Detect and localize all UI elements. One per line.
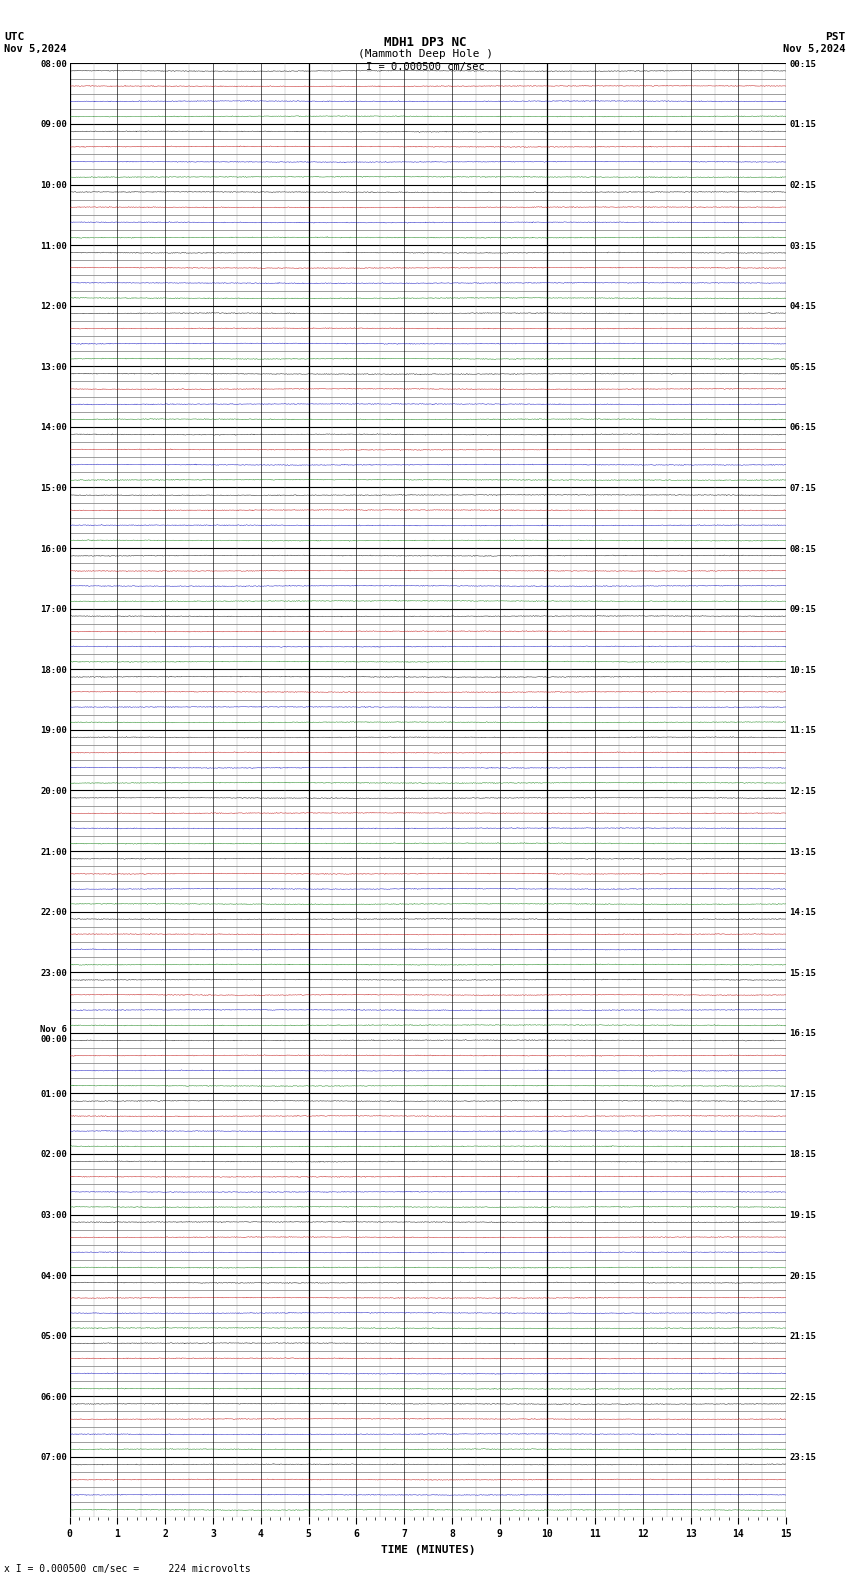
Text: (Mammoth Deep Hole ): (Mammoth Deep Hole ): [358, 49, 492, 59]
Text: UTC: UTC: [4, 32, 25, 41]
Text: Nov 5,2024: Nov 5,2024: [4, 44, 67, 54]
Text: I = 0.000500 cm/sec: I = 0.000500 cm/sec: [366, 62, 484, 71]
Text: MDH1 DP3 NC: MDH1 DP3 NC: [383, 36, 467, 49]
Text: Nov 5,2024: Nov 5,2024: [783, 44, 846, 54]
Text: PST: PST: [825, 32, 846, 41]
Text: x I = 0.000500 cm/sec =     224 microvolts: x I = 0.000500 cm/sec = 224 microvolts: [4, 1565, 251, 1574]
X-axis label: TIME (MINUTES): TIME (MINUTES): [381, 1544, 475, 1555]
